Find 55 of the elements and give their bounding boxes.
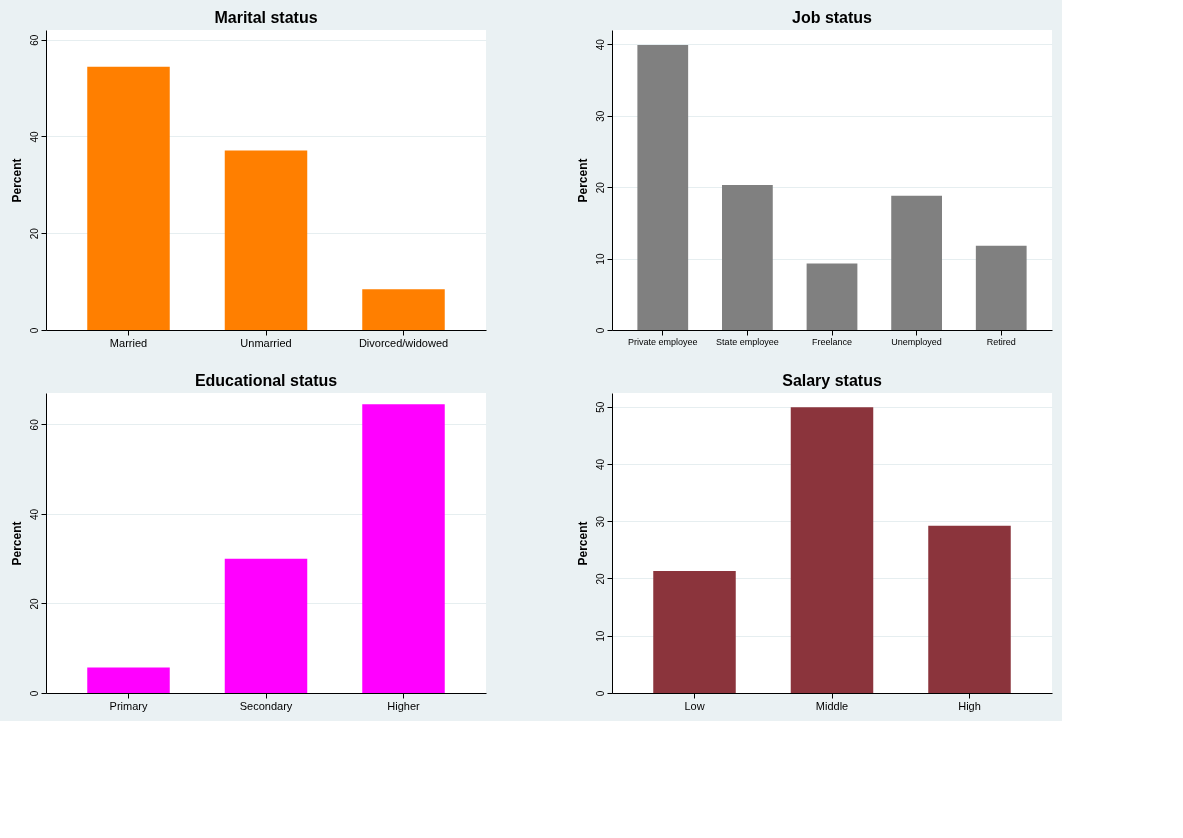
bar [224, 558, 308, 693]
y-tick-label: 40 [28, 130, 40, 143]
y-tick-label: 60 [28, 34, 40, 46]
y-tick-label: 30 [594, 515, 606, 528]
x-tick-label: Divorced/widowed [358, 336, 449, 349]
x-tick-label: State employee [716, 336, 779, 347]
x-tick-label: Secondary [239, 699, 293, 712]
bar [224, 150, 308, 330]
y-axis-title: Percent [575, 158, 590, 203]
y-tick-label: 40 [594, 38, 606, 51]
x-tick-label: Retired [986, 336, 1016, 347]
bar [722, 185, 773, 330]
y-tick-label: 10 [594, 630, 606, 642]
y-tick-label: 30 [594, 110, 606, 122]
bar [637, 45, 689, 330]
x-tick-label: High [958, 699, 981, 712]
bar [975, 245, 1027, 330]
y-tick-label: 50 [594, 401, 606, 413]
chart-title: Salary status [782, 372, 882, 389]
bar [362, 289, 445, 330]
chart-title: Educational status [194, 372, 338, 389]
x-tick-label: Private employee [628, 336, 698, 347]
x-tick-label: Freelance [811, 336, 853, 347]
bar [87, 66, 170, 330]
bar [87, 667, 170, 693]
y-tick-label: 60 [28, 418, 40, 431]
y-tick-label: 0 [594, 327, 606, 334]
bar [891, 195, 942, 330]
y-tick-label: 20 [28, 227, 40, 240]
y-tick-label: 0 [28, 690, 40, 697]
x-tick-label: Middle [815, 699, 849, 712]
y-axis-title: Percent [9, 521, 24, 566]
y-tick-label: 0 [28, 327, 40, 334]
x-tick-label: Primary [109, 699, 148, 712]
y-tick-label: 40 [28, 508, 40, 520]
y-axis-title: Percent [575, 521, 590, 566]
bar [790, 407, 874, 693]
x-tick-label: Low [684, 699, 705, 712]
y-axis-title: Percent [9, 158, 24, 203]
x-tick-label: Married [109, 336, 148, 349]
bar [362, 404, 445, 693]
x-tick-label: Unmarried [240, 336, 292, 349]
x-tick-label: Higher [387, 699, 421, 712]
y-tick-label: 20 [28, 597, 40, 610]
bar [928, 525, 1011, 693]
y-tick-label: 20 [594, 573, 606, 585]
y-tick-label: 20 [594, 181, 606, 194]
chart-title: Job status [791, 9, 873, 26]
x-tick-label: Unemployed [891, 336, 942, 347]
y-tick-label: 0 [594, 690, 606, 697]
chart-title: Marital status [214, 9, 318, 26]
y-tick-label: 40 [594, 458, 606, 471]
bar [806, 263, 858, 330]
bar [653, 571, 736, 693]
y-tick-label: 10 [594, 253, 606, 265]
